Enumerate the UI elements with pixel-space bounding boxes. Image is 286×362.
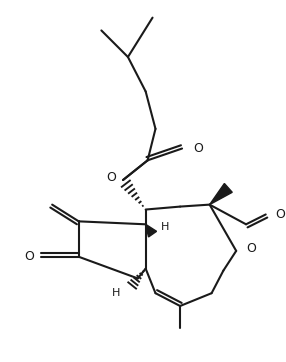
Polygon shape	[210, 184, 232, 205]
Polygon shape	[146, 224, 156, 237]
Text: O: O	[106, 171, 116, 184]
Text: O: O	[193, 142, 203, 155]
Text: O: O	[25, 250, 34, 263]
Text: O: O	[275, 208, 285, 221]
Text: H: H	[160, 222, 169, 232]
Text: O: O	[246, 243, 256, 256]
Text: H: H	[112, 288, 120, 298]
